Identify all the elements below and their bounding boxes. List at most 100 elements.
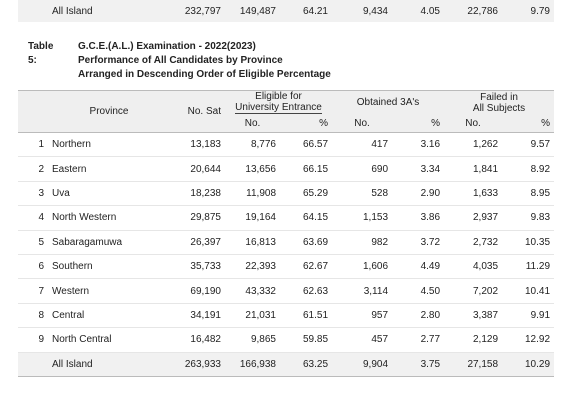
cell: 11,908 (225, 181, 280, 207)
row-index: 1 (18, 132, 48, 158)
header-line: Eligible for (255, 91, 302, 102)
cell: 3.16 (392, 132, 445, 158)
cell: 9.91 (502, 303, 555, 329)
cell: 64.15 (280, 205, 333, 231)
data-row: 1 Northern 13,183 8,776 66.57 417 3.16 1,262 9.5… (18, 132, 555, 158)
cell: 43,332 (225, 278, 280, 304)
province: Western (48, 278, 170, 304)
cell: 10.35 (502, 230, 555, 255)
header-cell: Province (89, 106, 129, 117)
row-index: 2 (18, 156, 48, 182)
header-cell (18, 91, 48, 133)
cell: 2.80 (392, 303, 445, 329)
sub-header-cell: % (319, 117, 329, 129)
table-number: Table 5: (28, 41, 54, 66)
cell: 2,129 (444, 327, 503, 353)
cell: 1,841 (444, 156, 503, 182)
caption-line: Performance of All Candidates by Provinc… (78, 55, 283, 66)
cell: 63.69 (280, 230, 333, 255)
header-cell: Eligible for University Entrance (225, 91, 332, 114)
cell: 10.29 (502, 352, 555, 377)
province: Central (48, 303, 170, 329)
sub-header-cell: % (431, 117, 441, 129)
province: Eastern (48, 156, 170, 182)
cell: 457 (332, 327, 393, 353)
cell: 21,031 (225, 303, 280, 329)
cell: 2.90 (392, 181, 445, 207)
header-cell: Obtained 3A's (356, 97, 420, 108)
cell: 1,633 (444, 181, 503, 207)
cell: 66.57 (280, 132, 333, 158)
total-row: All Island 263,933 166,938 63.25 9,904 3.75 27… (18, 352, 555, 377)
cell: 3,114 (332, 278, 393, 304)
cell: 4.50 (392, 278, 445, 304)
province: North Central (48, 327, 170, 353)
cell: 35,733 (170, 254, 225, 280)
province: Northern (48, 132, 170, 158)
cell: 9,434 (362, 5, 388, 17)
cell: 690 (332, 156, 393, 182)
data-row: 3 Uva 18,238 11,908 65.29 528 2.90 1,633 8.95 (18, 181, 555, 207)
cell: 263,933 (170, 352, 225, 377)
cell: 4.05 (420, 5, 440, 17)
cell: 4,035 (444, 254, 503, 280)
results-table: Province No. Sat Eligible for University … (18, 90, 555, 377)
row-index: 4 (18, 205, 48, 231)
cell: 61.51 (280, 303, 333, 329)
cell: 11.29 (502, 254, 555, 280)
cell: 7,202 (444, 278, 503, 304)
cell: 3.86 (392, 205, 445, 231)
data-row: 8 Central 34,191 21,031 61.51 957 2.80 3,387 9.9… (18, 303, 555, 329)
cell: 2.77 (392, 327, 445, 353)
cell: 10.41 (502, 278, 555, 304)
cell: 26,397 (170, 230, 225, 255)
province: Sabaragamuwa (48, 230, 170, 255)
data-row: 4 North Western 29,875 19,164 64.15 1,153 3.86… (18, 205, 555, 231)
cell: 9,865 (225, 327, 280, 353)
sub-header-row: No.% No.% No.% (18, 114, 554, 133)
cell: 18,238 (170, 181, 225, 207)
cell: 8,776 (225, 132, 280, 158)
cell: 3.34 (392, 156, 445, 182)
header-cell: Failed in All Subjects (444, 91, 554, 114)
cell: 12.92 (502, 327, 555, 353)
cell: 2,732 (444, 230, 503, 255)
cell: 957 (332, 303, 393, 329)
row-label: All Island (48, 352, 170, 377)
sub-header-cell: % (541, 117, 551, 129)
cell: 982 (332, 230, 393, 255)
header-line: University Entrance (235, 102, 322, 114)
cell: 64.21 (302, 5, 328, 17)
row-index: 7 (18, 278, 48, 304)
cell: 417 (332, 132, 393, 158)
cell: 9.79 (530, 5, 550, 17)
cell (18, 0, 48, 22)
cell: 16,813 (225, 230, 280, 255)
caption-lines: G.C.E.(A.L.) Examination - 2022(2023) Per… (78, 40, 398, 82)
cell: 34,191 (170, 303, 225, 329)
header-line: All Subjects (472, 103, 526, 114)
cell: 3.75 (392, 352, 445, 377)
cell: 2,937 (444, 205, 503, 231)
cell: 9.83 (502, 205, 555, 231)
header-line: Failed in (480, 92, 518, 103)
cell: 69,190 (170, 278, 225, 304)
row-label: All Island (52, 5, 93, 17)
cell (18, 352, 48, 377)
sub-header-cell: No. (354, 117, 370, 129)
cell: 29,875 (170, 205, 225, 231)
cell: 9,904 (332, 352, 393, 377)
cell: 59.85 (280, 327, 333, 353)
cell: 13,183 (170, 132, 225, 158)
cell: 1,606 (332, 254, 393, 280)
cell: 22,786 (467, 5, 498, 17)
cell: 27,158 (444, 352, 503, 377)
data-row: 9 North Central 16,482 9,865 59.85 457 2.77 2,1… (18, 327, 555, 353)
previous-table-total: All Island 232,797 149,487 64.21 9,434 4.05 22… (18, 0, 554, 22)
cell: 13,656 (225, 156, 280, 182)
sub-header-cell: No. (465, 117, 481, 129)
cell: 9.57 (502, 132, 555, 158)
total-row: All Island 232,797 149,487 64.21 9,434 4.05 22… (18, 0, 554, 22)
row-index: 8 (18, 303, 48, 329)
cell: 62.63 (280, 278, 333, 304)
